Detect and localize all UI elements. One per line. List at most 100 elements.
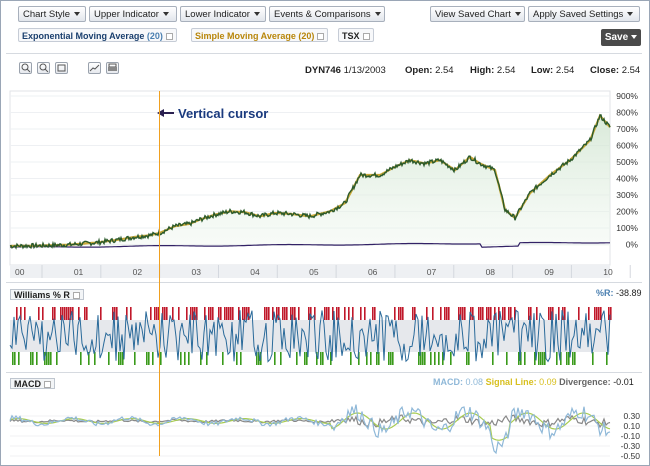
divider — [6, 53, 642, 54]
williams-overbought-bar — [530, 307, 532, 320]
ema-period: (20) — [146, 31, 163, 41]
williams-oversold-bar — [538, 352, 540, 365]
williams-overbought-bar — [162, 307, 164, 320]
apply-saved-settings-button[interactable]: Apply Saved Settings — [528, 6, 640, 22]
williams-overbought-bar — [196, 307, 198, 320]
williams-overbought-bar — [308, 307, 310, 320]
williams-oversold-bar — [240, 352, 242, 365]
ema-label: Exponential Moving Average — [22, 31, 145, 41]
williams-oversold-bar — [434, 352, 436, 365]
quote-info: DYN746 1/13/2003 — [305, 65, 386, 76]
upper-indicator-button[interactable]: Upper Indicator — [89, 6, 177, 22]
williams-overbought-bar — [374, 307, 376, 320]
williams-overbought-bar — [60, 307, 62, 320]
williams-overbought-bar — [490, 307, 492, 320]
williams-overbought-bar — [70, 307, 72, 320]
williams-overbought-bar — [488, 307, 490, 320]
williams-overbought-bar — [72, 307, 74, 320]
price-area — [10, 114, 610, 248]
apply-saved-settings-label: Apply Saved Settings — [533, 9, 624, 20]
open-info: Open: 2.54 — [405, 65, 454, 76]
macd-value: 0.08 — [465, 377, 484, 387]
high-value: 2.54 — [496, 65, 516, 76]
price-line — [9, 114, 611, 250]
williams-overbought-bar — [398, 307, 400, 320]
chart-style-button[interactable]: Chart Style — [18, 6, 86, 22]
williams-overbought-bar — [338, 307, 340, 320]
williams-overbought-bar — [458, 307, 460, 320]
williams-title: Williams % R — [14, 290, 70, 300]
print-icon[interactable] — [106, 62, 119, 74]
williams-label[interactable]: Williams % R — [10, 289, 84, 300]
williams-oversold-bar — [322, 352, 324, 365]
williams-oversold-bar — [424, 352, 426, 365]
williams-overbought-bar — [42, 307, 44, 320]
williams-overbought-bar — [598, 307, 600, 320]
close-icon[interactable] — [165, 33, 173, 41]
williams-overbought-bar — [220, 307, 222, 320]
year-label: 09 — [544, 267, 554, 277]
williams-oversold-bar — [592, 352, 594, 365]
williams-chart[interactable] — [0, 302, 650, 370]
high-label: High: — [470, 65, 495, 76]
williams-overbought-bar — [402, 307, 404, 320]
williams-oversold-bar — [148, 352, 150, 365]
williams-overbought-bar — [282, 307, 284, 320]
arrow-left-icon — [157, 109, 174, 117]
macd-readout: MACD: 0.08 Signal Line: 0.09 Divergence:… — [433, 377, 634, 387]
lower-indicator-button[interactable]: Lower Indicator — [180, 6, 266, 22]
williams-overbought-bar — [156, 307, 158, 320]
macd-chart[interactable]: 0.300.10-0.10-0.30-0.50 — [0, 392, 650, 460]
vertical-cursor[interactable] — [159, 91, 160, 456]
williams-overbought-bar — [268, 307, 270, 320]
chart-icon[interactable] — [88, 62, 101, 74]
williams-overbought-bar — [226, 307, 228, 320]
price-tick-label: 700% — [616, 124, 638, 134]
williams-overbought-bar — [498, 307, 500, 320]
view-saved-chart-label: View Saved Chart — [435, 9, 511, 20]
price-chart[interactable]: 00 01 02 03 04 05 06 07 08 09 10 900% 800% 700% 600% 5… — [0, 85, 650, 280]
williams-overbought-bar — [460, 307, 462, 320]
close-icon[interactable] — [72, 292, 80, 300]
low-value: 2.54 — [555, 65, 575, 76]
view-saved-chart-button[interactable]: View Saved Chart — [430, 6, 525, 22]
williams-overbought-bar — [114, 307, 116, 320]
williams-oversold-bar — [48, 352, 50, 365]
events-comparisons-button[interactable]: Events & Comparisons — [269, 6, 385, 22]
ema-tag[interactable]: Exponential Moving Average (20) — [18, 28, 177, 42]
signal-value: 0.09 — [539, 377, 557, 387]
williams-overbought-bar — [224, 307, 226, 320]
williams-oversold-bar — [606, 352, 608, 365]
williams-overbought-bar — [16, 307, 18, 320]
zoom-in-icon[interactable] — [19, 62, 32, 74]
williams-overbought-bar — [38, 307, 40, 320]
signal-value-label: Signal Line: — [485, 377, 537, 387]
williams-oversold-bar — [120, 352, 122, 365]
williams-overbought-bar — [242, 307, 244, 320]
year-label: 01 — [74, 267, 84, 277]
price-tick-label: 400% — [616, 174, 638, 184]
williams-oversold-bar — [388, 352, 390, 365]
williams-overbought-bar — [494, 307, 496, 320]
williams-overbought-bar — [116, 307, 118, 320]
sma-tag[interactable]: Simple Moving Average (20) — [191, 28, 329, 42]
williams-overbought-bar — [64, 307, 66, 320]
save-button[interactable]: Save — [601, 29, 641, 46]
williams-oversold-bar — [108, 352, 110, 365]
close-icon[interactable] — [44, 381, 51, 389]
macd-label[interactable]: MACD — [10, 378, 55, 389]
williams-oversold-bar — [560, 352, 562, 365]
close-icon[interactable] — [317, 33, 325, 41]
williams-oversold-bar — [420, 352, 422, 365]
close-icon[interactable] — [362, 33, 370, 41]
tsx-tag[interactable]: TSX — [338, 28, 374, 42]
reset-icon[interactable] — [55, 62, 68, 74]
williams-overbought-bar — [324, 307, 326, 320]
williams-oversold-bar — [466, 352, 468, 365]
williams-oversold-bar — [390, 352, 392, 365]
williams-overbought-bar — [100, 307, 102, 320]
williams-overbought-bar — [400, 307, 402, 320]
williams-overbought-bar — [20, 307, 22, 320]
zoom-out-icon[interactable] — [37, 62, 50, 74]
williams-overbought-bar — [290, 307, 292, 320]
